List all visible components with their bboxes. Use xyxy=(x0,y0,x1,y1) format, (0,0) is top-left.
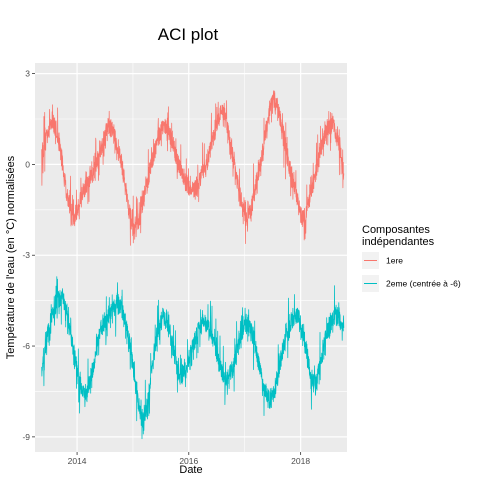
legend-label: 2eme (centrée à -6) xyxy=(386,279,461,289)
legend-title: indépendantes xyxy=(362,236,435,248)
chart-title: ACI plot xyxy=(158,25,219,44)
series-layer xyxy=(41,90,345,440)
series-line-2 xyxy=(41,276,345,440)
x-tick-label: 2018 xyxy=(291,456,310,466)
legend-label: 1ere xyxy=(386,256,403,266)
minor-gridlines xyxy=(35,63,347,452)
y-tick-label: -3 xyxy=(22,250,30,260)
x-axis: 2014 2016 2018 xyxy=(68,452,310,466)
x-tick-label: 2014 xyxy=(68,456,87,466)
y-axis-title: Température de l'eau (en °C) normalisées xyxy=(5,155,17,359)
major-gridlines xyxy=(35,63,347,452)
x-tick-label: 2016 xyxy=(179,456,198,466)
y-tick-label: -9 xyxy=(22,432,30,442)
y-tick-label: 0 xyxy=(25,159,30,169)
x-axis-title: Date xyxy=(179,464,202,476)
y-tick-label: -6 xyxy=(22,341,30,351)
legend-title: Composantes xyxy=(362,224,430,236)
series-line-1 xyxy=(41,90,345,246)
y-tick-label: 3 xyxy=(25,69,30,79)
y-axis: 3 0 -3 -6 -9 xyxy=(22,69,35,442)
